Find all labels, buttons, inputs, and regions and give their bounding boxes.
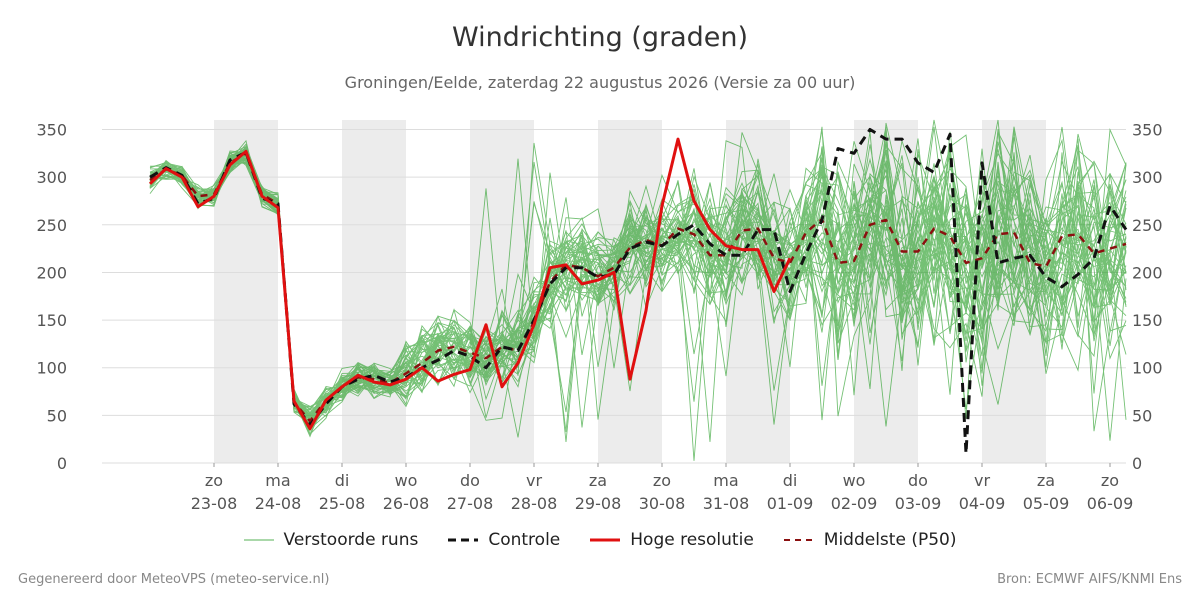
day-band: [470, 120, 534, 463]
x-tick-day: di: [335, 471, 350, 490]
x-tick-day: wo: [843, 471, 866, 490]
x-tick-date: 25-08: [319, 494, 366, 513]
x-tick-day: zo: [653, 471, 671, 490]
y-tick-label-right: 250: [1132, 216, 1163, 235]
y-tick-label-right: 100: [1132, 359, 1163, 378]
x-tick-date: 05-09: [1023, 494, 1070, 513]
legend-item-median: Middelste (P50): [783, 530, 957, 550]
x-tick-date: 26-08: [383, 494, 430, 513]
legend-label-ensemble: Verstoorde runs: [283, 530, 419, 550]
ensemble-line: [149, 126, 1127, 417]
y-tick-label-right: 200: [1132, 263, 1163, 282]
y-tick-label-right: 300: [1132, 168, 1163, 187]
legend: Verstoorde runs Controle Hoge resolutie …: [0, 530, 1200, 550]
chart-title: Windrichting (graden): [451, 22, 749, 53]
y-tick-label-left: 100: [36, 359, 67, 378]
legend-item-ensemble: Verstoorde runs: [243, 530, 419, 550]
y-tick-label-left: 350: [36, 121, 67, 140]
legend-label-median: Middelste (P50): [823, 530, 957, 550]
legend-swatch-hires: [590, 538, 621, 542]
x-tick-date: 03-09: [895, 494, 942, 513]
x-tick-day: do: [908, 471, 928, 490]
x-tick-day: ma: [265, 471, 290, 490]
x-tick-date: 30-08: [639, 494, 686, 513]
x-tick-day: za: [589, 471, 607, 490]
x-tick-day: vr: [974, 471, 990, 490]
legend-label-control: Controle: [488, 530, 561, 550]
x-tick-day: za: [1037, 471, 1055, 490]
x-tick-date: 06-09: [1087, 494, 1134, 513]
x-tick-day: wo: [395, 471, 418, 490]
x-tick-day: di: [783, 471, 798, 490]
y-tick-label-left: 0: [57, 454, 67, 473]
x-tick-date: 28-08: [511, 494, 558, 513]
day-band: [342, 120, 406, 463]
y-tick-label-left: 150: [36, 311, 67, 330]
legend-item-control: Controle: [448, 530, 560, 550]
x-tick-day: ma: [713, 471, 738, 490]
x-tick-date: 24-08: [255, 494, 302, 513]
legend-item-hires: Hoge resolutie: [590, 530, 754, 550]
x-tick-day: vr: [526, 471, 542, 490]
legend-swatch-median: [783, 539, 814, 541]
x-tick-day: zo: [205, 471, 223, 490]
x-tick-date: 31-08: [703, 494, 750, 513]
x-tick-day: zo: [1101, 471, 1119, 490]
x-tick-date: 01-09: [767, 494, 814, 513]
ensemble-line: [149, 126, 1127, 417]
y-tick-label-left: 250: [36, 216, 67, 235]
y-tick-label-left: 300: [36, 168, 67, 187]
footer-source: Bron: ECMWF AIFS/KNMI Ens: [997, 572, 1182, 587]
footer-generated-by: Gegenereerd door MeteoVPS (meteo-service…: [18, 572, 330, 587]
y-tick-label-left: 200: [36, 263, 67, 282]
y-tick-label-right: 50: [1132, 406, 1152, 425]
y-tick-label-right: 150: [1132, 311, 1163, 330]
legend-swatch-ensemble: [243, 539, 274, 541]
ensemble-line: [149, 147, 1127, 428]
ensemble-members: [149, 119, 1127, 461]
ensemble-line: [149, 145, 1127, 420]
series-line-hoge-resolutie: [148, 137, 792, 431]
x-tick-day: do: [460, 471, 480, 490]
legend-label-hires: Hoge resolutie: [630, 530, 754, 550]
x-tick-date: 02-09: [831, 494, 878, 513]
x-tick-date: 23-08: [191, 494, 238, 513]
y-tick-label-left: 50: [47, 406, 67, 425]
y-tick-label-right: 0: [1132, 454, 1142, 473]
chart-subtitle: Groningen/Eelde, zaterdag 22 augustus 20…: [344, 73, 856, 92]
x-tick-date: 04-09: [959, 494, 1006, 513]
x-tick-date: 27-08: [447, 494, 494, 513]
legend-swatch-control: [448, 538, 479, 542]
y-tick-label-right: 350: [1132, 121, 1163, 140]
x-tick-date: 29-08: [575, 494, 622, 513]
